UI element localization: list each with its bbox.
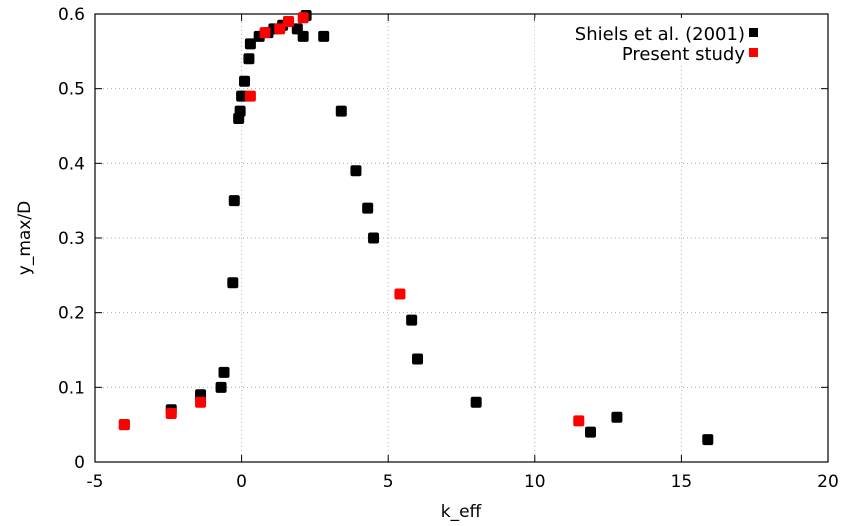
data-point xyxy=(244,90,256,102)
x-tick-label: 0 xyxy=(236,472,247,492)
data-point xyxy=(573,415,585,427)
y-tick-label: 0.5 xyxy=(58,80,85,100)
data-point xyxy=(350,165,362,177)
data-point xyxy=(412,353,424,365)
y-tick-label: 0.1 xyxy=(58,378,85,398)
legend-marker-shiels xyxy=(749,28,758,37)
data-point xyxy=(335,105,347,117)
x-axis-label: k_eff xyxy=(441,502,483,522)
data-point xyxy=(215,381,227,393)
data-point xyxy=(234,105,246,117)
data-point xyxy=(236,90,248,102)
data-point xyxy=(195,396,207,408)
legend-label-shiels: Shiels et al. (2001) xyxy=(575,24,745,45)
legend-marker-present xyxy=(749,48,758,57)
data-points xyxy=(118,9,714,446)
y-tick-label: 0.3 xyxy=(58,229,85,249)
data-point xyxy=(165,407,177,419)
x-tick-label: 20 xyxy=(817,472,839,492)
data-point xyxy=(118,419,130,431)
y-tick-label: 0.4 xyxy=(58,154,85,174)
y-tick-label: 0.2 xyxy=(58,304,85,324)
data-point xyxy=(243,53,255,65)
legend-label-present: Present study xyxy=(622,44,746,65)
data-point xyxy=(259,27,271,39)
legend-background xyxy=(535,18,770,66)
data-point xyxy=(244,38,256,50)
data-point xyxy=(368,232,380,244)
data-point xyxy=(297,30,309,42)
data-point xyxy=(702,434,714,446)
x-tick-label: 10 xyxy=(524,472,546,492)
y-tick-label: 0 xyxy=(74,453,85,473)
data-point xyxy=(611,411,623,423)
data-point xyxy=(228,195,240,207)
series-shiels xyxy=(118,9,714,446)
data-point xyxy=(318,30,330,42)
x-tick-labels: -5 0 5 10 15 20 xyxy=(87,472,839,492)
data-point xyxy=(585,426,597,438)
x-tick-label: -5 xyxy=(87,472,104,492)
data-point xyxy=(470,396,482,408)
data-point xyxy=(362,202,374,214)
y-axis-label: y_max/D xyxy=(15,201,35,275)
data-point xyxy=(218,366,230,378)
data-point xyxy=(239,75,251,87)
data-point xyxy=(274,23,286,35)
x-tick-label: 5 xyxy=(383,472,394,492)
data-point xyxy=(394,288,406,300)
x-tick-label: 15 xyxy=(671,472,693,492)
grid xyxy=(95,14,828,462)
y-tick-labels: 0 0.1 0.2 0.3 0.4 0.5 0.6 xyxy=(58,5,85,473)
y-tick-label: 0.6 xyxy=(58,5,85,25)
legend: Shiels et al. (2001) Present study xyxy=(535,18,770,66)
series-present xyxy=(118,12,585,431)
data-point xyxy=(283,15,295,27)
data-point xyxy=(406,314,418,326)
data-point xyxy=(297,12,309,24)
data-point xyxy=(227,277,239,289)
